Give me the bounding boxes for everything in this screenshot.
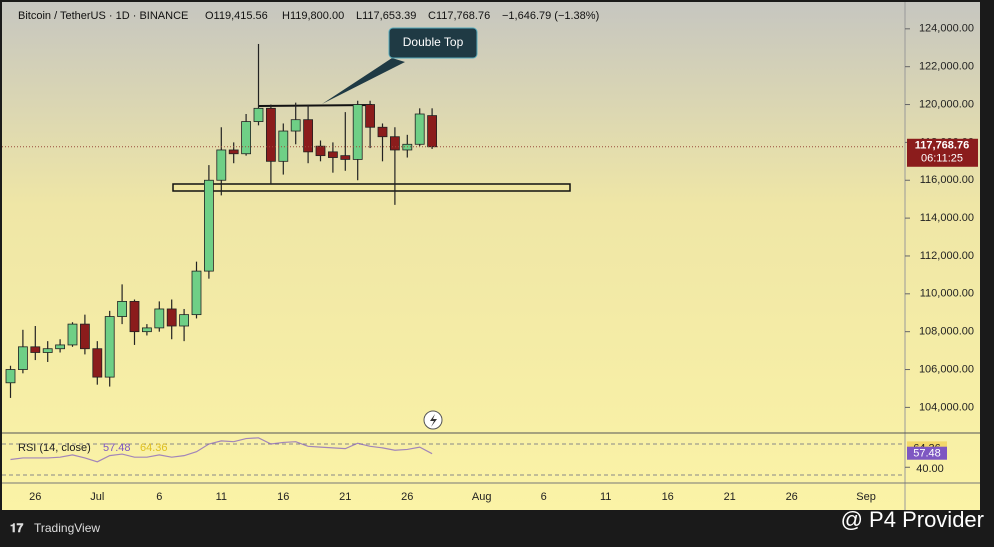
candle-body (216, 149, 227, 181)
candle-body (377, 126, 388, 138)
y-tick-label: 122,000.00 (919, 61, 974, 73)
x-tick-label: Jul (90, 491, 104, 503)
logo: 𝟏𝟕 (10, 521, 24, 535)
x-tick-label: 16 (662, 491, 674, 503)
support-zone (172, 183, 571, 192)
x-tick-label: 6 (541, 491, 547, 503)
candle-body (17, 346, 28, 370)
rsi-value: 57.48 (103, 442, 131, 454)
candle-body (352, 104, 363, 160)
candle-body (203, 179, 214, 272)
x-tick-label: 6 (156, 491, 162, 503)
candle-body (327, 151, 338, 158)
rsi-tick-label: 40.00 (916, 463, 944, 475)
candle-body (80, 323, 90, 350)
y-tick-label: 110,000.00 (920, 288, 974, 300)
last-price-label: 117,768.76 (915, 140, 969, 152)
candle-body (389, 136, 400, 151)
high-label: H119,800.00 (282, 10, 344, 22)
candle-body (55, 344, 65, 350)
candle-body (315, 145, 326, 157)
candle-body (30, 346, 41, 353)
candle-body (104, 316, 115, 378)
countdown: 06:11:25 (921, 153, 963, 165)
candle-body (92, 348, 103, 378)
rsi-line (10, 437, 433, 463)
x-tick-label: 26 (786, 491, 798, 503)
y-tick-label: 116,000.00 (920, 174, 974, 186)
candle-body (253, 107, 264, 122)
x-tick-label: 21 (339, 491, 351, 503)
candle-body (129, 300, 140, 333)
rsi-ma-value: 64.36 (140, 442, 168, 454)
candle-body (191, 270, 202, 316)
x-tick-label: Sep (856, 491, 876, 503)
candle-body (290, 119, 301, 132)
candle-body (414, 113, 425, 145)
x-tick-label: 26 (401, 491, 413, 503)
candle-body (42, 348, 53, 353)
chart-background (2, 2, 980, 510)
last-price-box (907, 138, 978, 167)
bolt (430, 414, 437, 427)
branding: TradingView (34, 521, 100, 535)
close-label: C117,768.76 (428, 10, 490, 22)
y-tick-label: 104,000.00 (919, 401, 974, 413)
low-label: L117,653.39 (356, 10, 416, 22)
candle-body (340, 155, 351, 160)
y-tick-label: 114,000.00 (920, 212, 974, 224)
candle-body (365, 104, 376, 128)
change-label: −1,646.79 (−1.38%) (502, 10, 599, 22)
y-tick-label: 108,000.00 (919, 326, 974, 338)
candle-body (303, 119, 314, 153)
rsi-label: RSI (14, close) (18, 442, 91, 454)
candle-body (179, 314, 190, 327)
candle-body (67, 323, 78, 346)
candle-body (241, 121, 252, 155)
x-tick-label: 11 (600, 491, 611, 503)
callout (388, 27, 478, 59)
watermark: @ P4 Provider (841, 507, 984, 532)
candle-body (228, 149, 239, 155)
candle-body (141, 327, 152, 333)
candle-body (166, 308, 177, 327)
x-tick-label: 16 (277, 491, 289, 503)
footer (0, 510, 994, 547)
candle-body (117, 300, 127, 317)
x-tick-label: Aug (472, 491, 492, 503)
annotation: Double Top (403, 35, 464, 49)
x-tick-label: 21 (724, 491, 736, 503)
open-label: O119,415.56 (205, 10, 268, 22)
candle-body (265, 107, 276, 162)
rsi-value-axis-label: 57.48 (913, 448, 941, 460)
symbol: Bitcoin / TetherUS · 1D · BINANCE (18, 10, 188, 22)
y-tick-label: 112,000.00 (920, 250, 974, 262)
candle-body (154, 308, 165, 329)
candle-body (5, 369, 16, 384)
y-tick-label: 106,000.00 (919, 363, 974, 375)
candle-body (427, 115, 438, 148)
candle-body (278, 130, 289, 162)
y-tick-label: 120,000.00 (919, 98, 974, 110)
rsi-value-box (907, 446, 947, 460)
callout-pointer (322, 58, 405, 104)
x-tick-label: 11 (216, 491, 227, 503)
y-tick-label: 124,000.00 (919, 23, 974, 35)
x-tick-label: 26 (29, 491, 41, 503)
header: Bitcoin / TetherUS · 1D · BINANCE O119,4… (18, 10, 599, 22)
